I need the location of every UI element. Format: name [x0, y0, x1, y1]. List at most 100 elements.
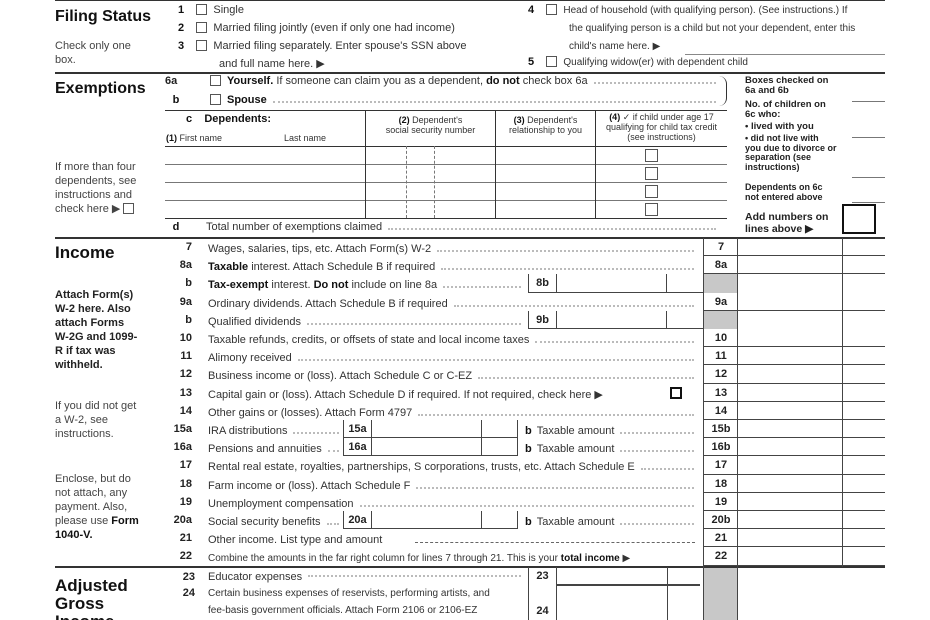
taxable-amount-label: b Taxable amount: [525, 440, 698, 455]
line-text: Other income. List type and amount: [208, 534, 382, 546]
checkbox-yourself[interactable]: [210, 75, 221, 86]
enclose-note: Enclose, but do not attach, any payment.…: [55, 473, 139, 541]
filing-option-4-cont: the qualifying person is a child but not…: [569, 23, 856, 34]
line-22-amount[interactable]: [738, 547, 885, 566]
line-box-label: 18: [703, 474, 738, 493]
line-text: Capital gain or (loss). Attach Schedule …: [208, 388, 603, 401]
table-col: [495, 110, 496, 218]
line-text: Alimony received: [208, 352, 292, 364]
total-exemptions-box[interactable]: [842, 204, 876, 234]
line-text: Qualified dividends: [208, 316, 301, 328]
filing-option-married-separately[interactable]: 3 Married filing separately. Enter spous…: [178, 40, 467, 52]
child-credit-checkbox[interactable]: [645, 203, 658, 216]
line-text: Combine the amounts in the far right col…: [208, 553, 630, 564]
more-dependents-checkbox[interactable]: [123, 203, 135, 214]
line-16b-amount[interactable]: [738, 438, 885, 457]
line-box-label: 13: [703, 383, 738, 402]
line-7-amount[interactable]: [738, 238, 885, 257]
line-21-amount[interactable]: [738, 529, 885, 548]
line-label-11: Alimony received: [208, 349, 698, 364]
dependents-not-entered-field[interactable]: [852, 202, 885, 203]
filing-option-single[interactable]: 1 Single: [178, 4, 244, 16]
line-number: 21: [179, 532, 192, 545]
more-dependents-note: If more than four dependents, see instru…: [55, 161, 137, 215]
line-12-amount[interactable]: [738, 365, 885, 384]
children-not-lived-field[interactable]: [852, 177, 885, 178]
capital-gain-checkbox[interactable]: [670, 386, 682, 399]
dot-leader: [293, 432, 339, 434]
line-text-part: IRA distributions: [208, 425, 288, 437]
sub-box-label: 8b: [528, 274, 556, 293]
line-6b: b Spouse: [165, 94, 720, 106]
dependents-not-entered-label: Dependents on 6c not entered above: [745, 182, 823, 202]
line-14-amount[interactable]: [738, 402, 885, 420]
line-text-part: interest. Attach Schedule B if required: [248, 261, 436, 274]
line-16a-input[interactable]: [371, 438, 518, 457]
w2-note: If you did not get a W-2, see instructio…: [55, 400, 137, 440]
checkbox-married-jointly[interactable]: [196, 22, 208, 33]
line-text-part: Rental real estate, royalties, partnersh…: [208, 461, 635, 474]
child-name-field[interactable]: [685, 54, 885, 55]
col3-header: (3) Dependent's relationship to you: [508, 115, 583, 135]
line-text: Ordinary dividends. Attach Schedule B if…: [208, 298, 448, 310]
sub-line-text: Taxable amount: [536, 443, 615, 456]
line-number: 8a: [179, 259, 192, 272]
line-label-19: Unemployment compensation: [208, 495, 698, 510]
checkbox-widow[interactable]: [546, 56, 558, 67]
line-label-17: Rental real estate, royalties, partnersh…: [208, 458, 698, 473]
line-label-18: Farm income or (loss). Attach Schedule F: [208, 477, 698, 492]
sub-line-letter: b: [525, 443, 532, 456]
line-box-label: 21: [703, 529, 738, 548]
line-8b-input[interactable]: [556, 274, 703, 293]
boxes-checked-field[interactable]: [852, 101, 885, 102]
checkbox-single[interactable]: [196, 4, 208, 15]
line-number: 10: [179, 332, 192, 344]
line-15a-input[interactable]: [371, 420, 518, 439]
filing-option-3-cont: and full name here. ▶: [219, 58, 325, 70]
col4-header: (4) ✓ if child under age 17 qualifying fo…: [605, 112, 718, 142]
line-number: 9a: [179, 295, 192, 308]
line-9a-amount[interactable]: [738, 293, 885, 311]
line-text: Farm income or (loss). Attach Schedule F: [208, 480, 410, 492]
line-label-b: Qualified dividends: [208, 313, 525, 328]
checkbox-spouse[interactable]: [210, 94, 221, 105]
line-15b-amount[interactable]: [738, 420, 885, 439]
checkbox-married-separately[interactable]: [196, 40, 208, 51]
line-23-input[interactable]: [556, 567, 700, 586]
child-credit-checkbox[interactable]: [645, 149, 658, 162]
divider: [55, 237, 885, 239]
lived-label: • lived with you: [745, 121, 814, 132]
line-9b-input[interactable]: [556, 310, 703, 329]
line-13-amount[interactable]: [738, 384, 885, 402]
children-label: No. of children on 6c who:: [745, 99, 826, 120]
child-credit-checkbox[interactable]: [645, 167, 658, 180]
table-rule: [165, 182, 727, 183]
line-17-amount[interactable]: [738, 456, 885, 475]
line-box-label: 19: [703, 492, 738, 511]
line-20b-amount[interactable]: [738, 511, 885, 530]
filing-option-head-of-household[interactable]: 4 Head of household (with qualifying per…: [528, 4, 848, 16]
line-18-amount[interactable]: [738, 475, 885, 493]
dot-leader: [620, 523, 694, 525]
add-numbers-label: Add numbers on lines above ▶: [745, 211, 829, 235]
line-8a-amount[interactable]: [738, 256, 885, 275]
filing-option-widow[interactable]: 5 Qualifying widow(er) with dependent ch…: [528, 56, 748, 68]
taxable-amount-label: b Taxable amount: [525, 422, 698, 437]
line-19-amount[interactable]: [738, 493, 885, 511]
line-24-input[interactable]: [556, 586, 700, 620]
line-20a-input[interactable]: [371, 511, 518, 530]
line-10-amount[interactable]: [738, 329, 885, 348]
checkbox-head-of-household[interactable]: [546, 4, 558, 15]
line-box-label: 11: [703, 347, 738, 366]
filing-option-married-jointly[interactable]: 2 Married filing jointly (even if only o…: [178, 22, 455, 34]
shaded-box: [704, 274, 737, 293]
line-label-15a: IRA distributions: [208, 422, 343, 437]
child-credit-checkbox[interactable]: [645, 185, 658, 198]
amount-col-divider: [737, 238, 738, 620]
line-11-amount[interactable]: [738, 347, 885, 366]
shaded-box: [703, 568, 737, 620]
filing-option-4-cont2: child's name here. ▶: [569, 41, 661, 52]
other-income-field[interactable]: [415, 542, 695, 544]
table-rule: [165, 164, 727, 165]
children-lived-field[interactable]: [852, 137, 885, 138]
